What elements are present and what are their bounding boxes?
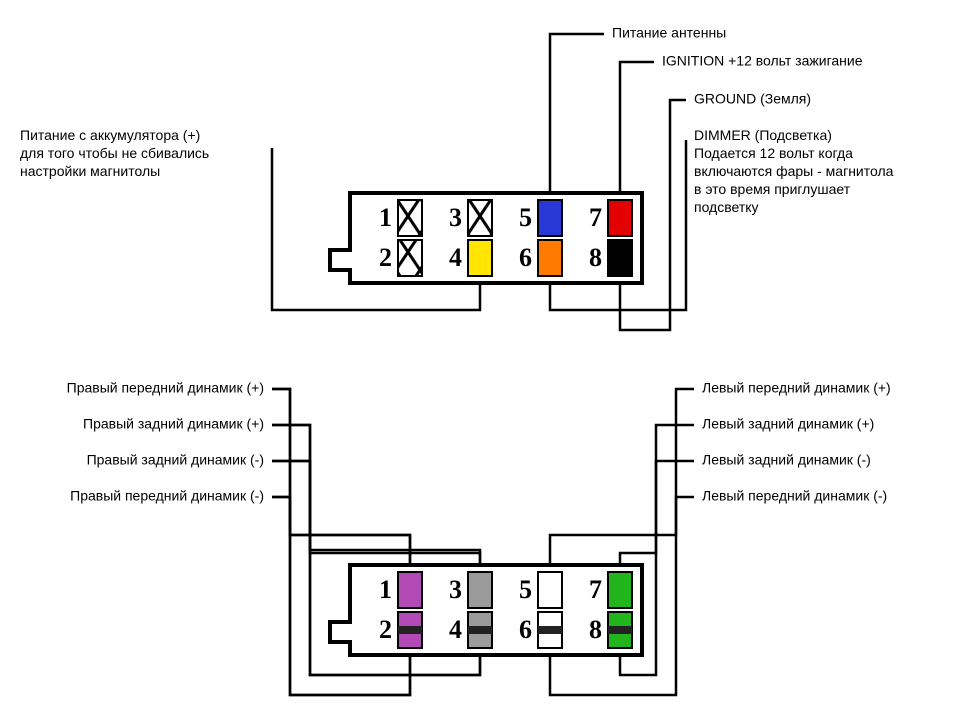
svg-text:4: 4 <box>449 615 462 644</box>
label-a-right-1: IGNITION +12 вольт зажигание <box>662 53 863 69</box>
svg-text:5: 5 <box>519 203 532 232</box>
svg-text:2: 2 <box>379 243 392 272</box>
label-dimmer: DIMMER (Подсветка)Подается 12 вольт когд… <box>694 127 894 215</box>
label-b-left-3: Правый передний динамик (-) <box>70 488 264 504</box>
label-battery: Питание с аккумулятора (+)для того чтобы… <box>20 127 209 179</box>
svg-text:6: 6 <box>519 243 532 272</box>
svg-text:7: 7 <box>589 203 602 232</box>
label-b-right-1: Левый задний динамик (+) <box>702 416 874 432</box>
svg-text:3: 3 <box>449 575 462 604</box>
label-a-right-2: GROUND (Земля) <box>694 91 811 107</box>
label-b-left-2: Правый задний динамик (-) <box>87 452 264 468</box>
svg-text:5: 5 <box>519 575 532 604</box>
label-a-right-0: Питание антенны <box>612 25 726 41</box>
label-b-left-1: Правый задний динамик (+) <box>83 416 264 432</box>
svg-text:8: 8 <box>589 243 602 272</box>
label-b-left-0: Правый передний динамик (+) <box>67 380 264 396</box>
svg-text:1: 1 <box>379 575 392 604</box>
svg-text:6: 6 <box>519 615 532 644</box>
label-b-right-2: Левый задний динамик (-) <box>702 452 871 468</box>
svg-text:8: 8 <box>589 615 602 644</box>
label-b-right-3: Левый передний динамик (-) <box>702 488 887 504</box>
svg-text:4: 4 <box>449 243 462 272</box>
svg-text:3: 3 <box>449 203 462 232</box>
svg-text:7: 7 <box>589 575 602 604</box>
label-b-right-0: Левый передний динамик (+) <box>702 380 891 396</box>
svg-text:2: 2 <box>379 615 392 644</box>
wiring-diagram: 1 2 3 4 5 6 7 8 1 2 3 4 5 6 7 8 Питание с аккумулятора (… <box>0 0 960 720</box>
svg-text:1: 1 <box>379 203 392 232</box>
